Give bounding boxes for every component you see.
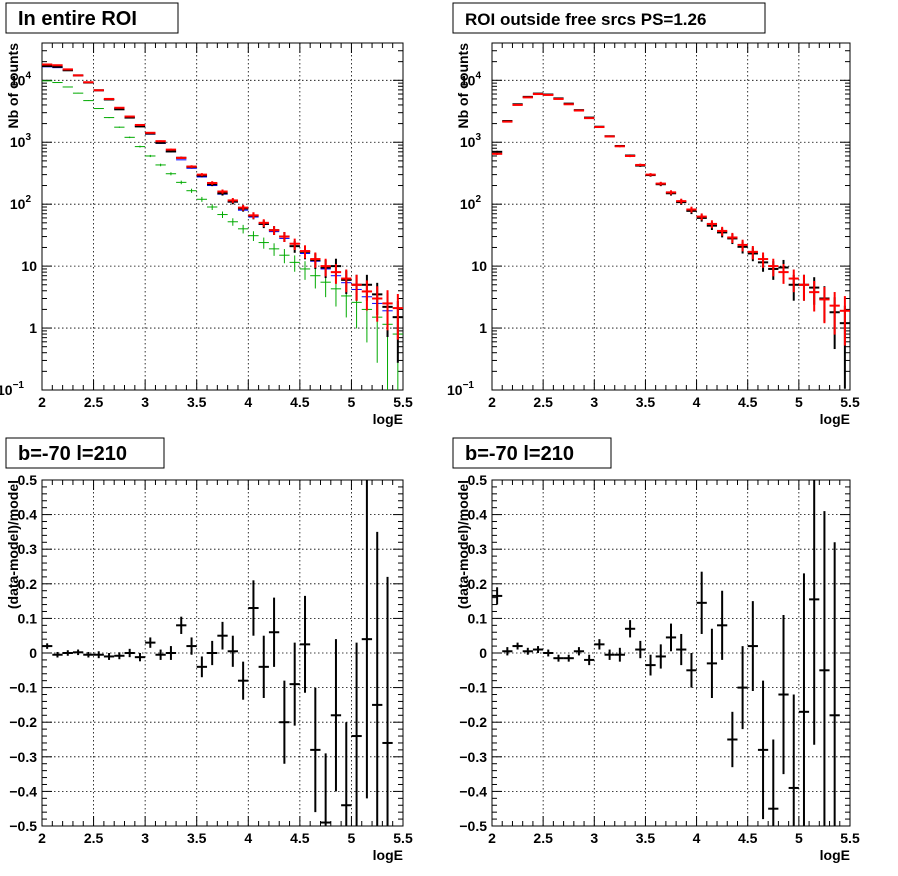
x-axis-label: logE: [373, 411, 403, 427]
x-tick-label: 5.5: [393, 830, 413, 846]
y-tick-label: 0: [479, 645, 487, 661]
chart-title-box: [5, 437, 165, 469]
data-layer: [42, 480, 393, 826]
y-tick-label: 0.4: [18, 507, 38, 523]
y-tick-label: −0.2: [9, 714, 37, 730]
y-tick-label: 0.2: [468, 576, 488, 592]
y-tick-label: 103: [460, 132, 482, 150]
y-tick-label: 1: [479, 320, 487, 336]
y-tick-label: 0.5: [18, 472, 38, 488]
y-axis-label: (data-model)/model: [5, 480, 21, 609]
x-tick-label: 4: [244, 830, 252, 846]
x-tick-label: 3.5: [187, 394, 207, 410]
x-tick-label: 5: [795, 394, 803, 410]
chart-panel-2: 2 2.5 3 3.5 4 4.5 5 5.5 −0.5 −0.4 −0.3 −0.2 −0.1 0 0.1…: [5, 437, 413, 863]
y-tick-label: 0.3: [468, 541, 488, 557]
y-tick-label: 103: [10, 132, 32, 150]
x-tick-label: 3.5: [187, 830, 207, 846]
x-tick-label: 3.5: [636, 394, 656, 410]
chart-title: b=-70 l=210: [465, 443, 574, 465]
y-tick-label: 0.1: [468, 610, 488, 626]
y-tick-label: 10−1: [447, 380, 474, 398]
x-axis-label: logE: [373, 847, 403, 863]
y-tick-label: −0.3: [459, 749, 487, 765]
data-layer: [42, 63, 403, 390]
x-tick-label: 4: [693, 394, 701, 410]
y-tick-label: 0.1: [18, 610, 38, 626]
y-tick-label: −0.1: [459, 680, 487, 696]
chart-title-box: [452, 2, 766, 34]
x-axis-label: logE: [820, 847, 850, 863]
x-tick-label: 5.5: [393, 394, 413, 410]
y-tick-label: −0.5: [9, 818, 37, 834]
y-tick-label: 0.3: [18, 541, 38, 557]
chart-title: ROI outside free srcs PS=1.26: [465, 10, 706, 29]
x-tick-label: 5: [348, 394, 356, 410]
y-tick-label: −0.1: [9, 680, 37, 696]
chart-title: b=-70 l=210: [18, 443, 127, 465]
data-layer: [492, 480, 840, 826]
y-tick-label: −0.4: [459, 783, 487, 799]
x-tick-label: 2: [488, 830, 496, 846]
y-tick-label: 0: [29, 645, 37, 661]
y-tick-label: 0.4: [468, 507, 488, 523]
x-tick-label: 3: [141, 394, 149, 410]
y-tick-label: −0.2: [459, 714, 487, 730]
x-tick-label: 2.5: [533, 830, 553, 846]
x-tick-label: 2.5: [533, 394, 553, 410]
x-axis-label: logE: [820, 411, 850, 427]
x-tick-label: 2.5: [84, 394, 104, 410]
y-tick-label: 1: [29, 320, 37, 336]
chart-title-box: [452, 437, 612, 469]
x-tick-label: 4.5: [290, 394, 310, 410]
x-tick-label: 4: [693, 830, 701, 846]
y-tick-label: 0.5: [468, 472, 488, 488]
x-tick-label: 3: [590, 830, 598, 846]
plot-frame: [491, 42, 851, 391]
y-tick-label: −0.4: [9, 783, 37, 799]
chart-panel-3: 2 2.5 3 3.5 4 4.5 5 5.5 −0.5 −0.4 −0.3 −0.2 −0.1 0 0.1…: [452, 437, 860, 863]
x-tick-label: 2: [38, 394, 46, 410]
y-tick-label: 10−1: [0, 380, 24, 398]
x-tick-label: 4.5: [738, 394, 758, 410]
x-tick-label: 4: [244, 394, 252, 410]
y-tick-label: 10: [471, 258, 487, 274]
y-tick-label: 102: [460, 194, 482, 212]
y-axis-label: Nb of counts: [455, 43, 471, 129]
y-tick-label: −0.5: [459, 818, 487, 834]
chart-title: In entire ROI: [18, 8, 137, 30]
x-tick-label: 2: [38, 830, 46, 846]
x-tick-label: 4.5: [738, 830, 758, 846]
x-tick-label: 3.5: [636, 830, 656, 846]
x-tick-label: 5.5: [840, 830, 860, 846]
x-tick-label: 2.5: [84, 830, 104, 846]
x-tick-label: 5.5: [840, 394, 860, 410]
x-tick-label: 2: [488, 394, 496, 410]
y-tick-label: 0.2: [18, 576, 38, 592]
y-tick-label: 102: [10, 194, 32, 212]
y-tick-label: −0.3: [9, 749, 37, 765]
x-tick-label: 3: [141, 830, 149, 846]
y-axis-label: Nb of counts: [5, 43, 21, 129]
y-tick-label: 10: [21, 258, 37, 274]
chart-title-box: [5, 2, 179, 34]
x-tick-label: 5: [795, 830, 803, 846]
x-tick-label: 5: [348, 830, 356, 846]
y-axis-label: (data-model)/model: [455, 480, 471, 609]
x-tick-label: 4.5: [290, 830, 310, 846]
x-tick-label: 3: [590, 394, 598, 410]
data-layer: [492, 92, 850, 389]
